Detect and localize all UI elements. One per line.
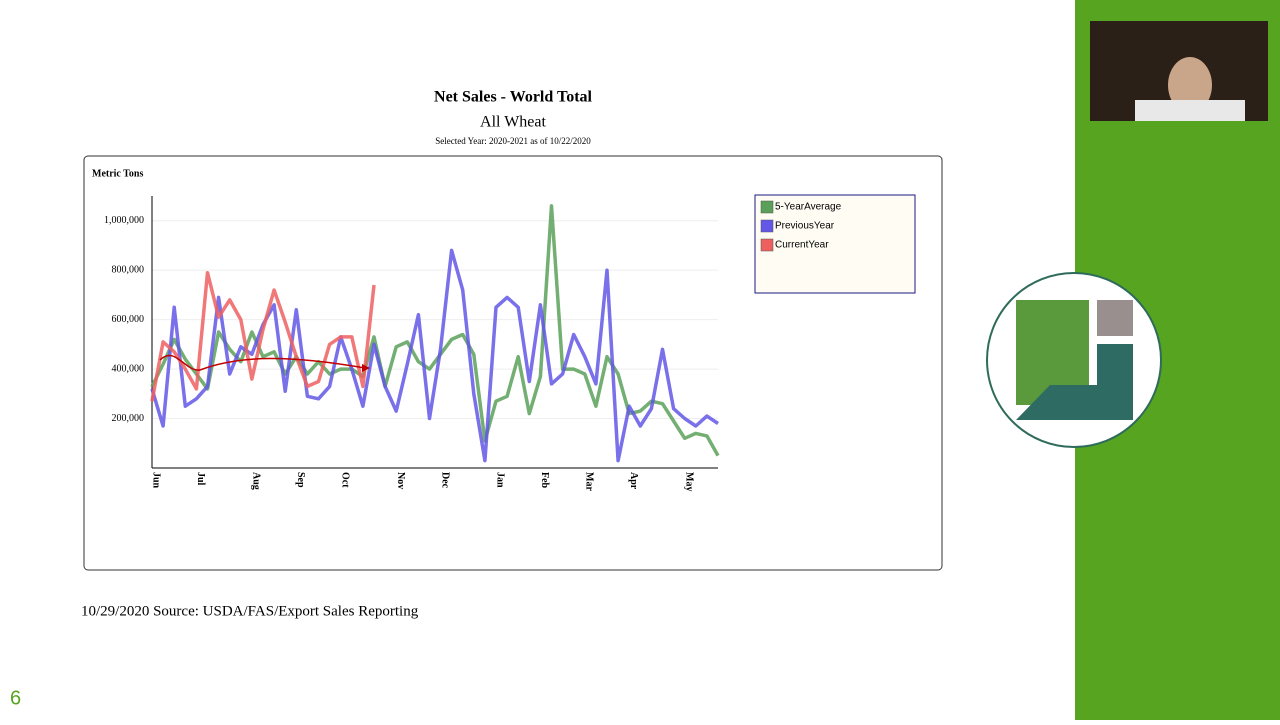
legend-swatch [760, 219, 774, 233]
logo-shape [1016, 344, 1133, 420]
x-tick-label: Nov [395, 472, 406, 489]
legend-swatch [760, 238, 774, 252]
y-tick-label: 200,000 [112, 413, 145, 424]
y-tick-label: 1,000,000 [104, 215, 144, 226]
x-tick-label: Mar [584, 472, 595, 491]
y-axis-label: Metric Tons [92, 168, 143, 179]
x-tick-label: Dec [439, 472, 450, 489]
plot: 200,000 400,000 600,000 800,000 1,000,000 Jun… [104, 196, 720, 491]
legend-label: CurrentYear [775, 240, 829, 251]
webcam-face [1168, 57, 1212, 113]
y-tick-label: 800,000 [112, 264, 145, 275]
logo-shape [1097, 300, 1133, 336]
chart-subtitle: All Wheat [480, 114, 546, 131]
series-line [150, 270, 376, 402]
x-tick-label: Jun [151, 472, 162, 489]
annotation-arrow [159, 354, 366, 371]
chart-note: Selected Year: 2020-2021 as of 10/22/202… [435, 136, 591, 146]
x-tick-label: Sep [295, 472, 306, 488]
x-tick-label: Oct [339, 472, 350, 488]
legend-swatch [760, 200, 774, 214]
chart-title: Net Sales - World Total [434, 89, 593, 106]
x-tick-label: Aug [251, 472, 262, 490]
annotation-arrowhead [362, 364, 370, 372]
legend-label: PreviousYear [775, 221, 835, 232]
x-tick-label: May [683, 472, 694, 491]
chart-frame [83, 155, 943, 571]
y-tick-label: 400,000 [112, 363, 145, 374]
x-tick-label: Jul [195, 472, 206, 486]
x-tick-label: Feb [539, 472, 550, 489]
legend-label: 5-YearAverage [775, 202, 842, 213]
legend [754, 194, 916, 294]
slide-number: 6 [10, 687, 21, 709]
footer: 10/29/2020 Source: USDA/FAS/Export Sales… [81, 603, 419, 619]
x-tick-label: Apr [628, 472, 639, 490]
webcam-shirt [1135, 100, 1245, 121]
x-tick-label: Jan [495, 472, 506, 488]
y-tick-label: 600,000 [112, 314, 145, 325]
